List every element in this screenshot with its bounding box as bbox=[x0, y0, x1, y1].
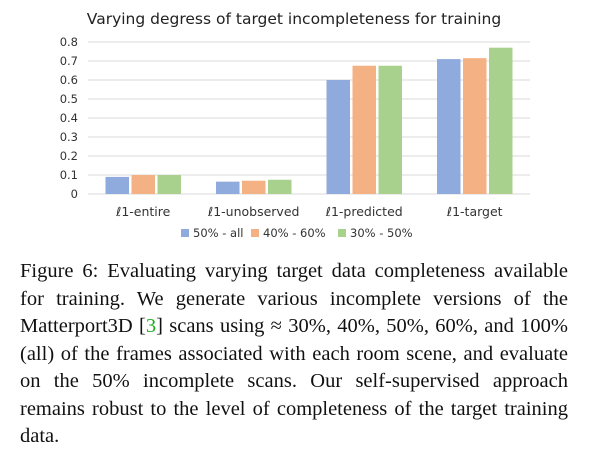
x-tick-label: ℓ1-unobserved bbox=[207, 204, 299, 219]
bar bbox=[157, 175, 181, 194]
y-tick-label: 0.1 bbox=[60, 168, 78, 182]
legend-label: 30% - 50% bbox=[350, 226, 413, 240]
bar bbox=[216, 181, 240, 194]
chart-title: Varying degress of target incompleteness… bbox=[87, 10, 501, 28]
legend-label: 50% - all bbox=[193, 226, 243, 240]
caption-text-after: ] scans using ≈ 30%, 40%, 50%, 60%, and … bbox=[20, 315, 569, 447]
y-tick-label: 0.3 bbox=[60, 130, 78, 144]
x-tick-label: ℓ1-entire bbox=[115, 204, 170, 219]
bar bbox=[268, 179, 292, 194]
bar bbox=[326, 80, 350, 194]
bars bbox=[105, 47, 513, 195]
y-tick-label: 0 bbox=[71, 187, 78, 201]
bar bbox=[378, 65, 402, 194]
legend-swatch bbox=[338, 229, 346, 237]
legend-swatch bbox=[181, 229, 189, 237]
y-tick-label: 0.5 bbox=[60, 92, 78, 106]
y-tick-label: 0.7 bbox=[60, 54, 78, 68]
bar bbox=[437, 59, 461, 194]
bar bbox=[352, 65, 376, 194]
y-axis-ticks: 0 0.1 0.2 0.3 0.4 0.5 0.6 0.7 0.8 bbox=[60, 35, 78, 201]
y-tick-label: 0.4 bbox=[60, 111, 78, 125]
bar bbox=[242, 180, 266, 194]
bar bbox=[105, 176, 129, 194]
x-axis-ticks: ℓ1-entire ℓ1-unobserved ℓ1-predicted ℓ1-tar… bbox=[115, 204, 502, 219]
citation-link[interactable]: 3 bbox=[145, 315, 157, 337]
y-tick-label: 0.2 bbox=[60, 149, 78, 163]
caption-label: Figure 6: bbox=[20, 260, 99, 282]
caption-text-before: Evaluating varying target data completen… bbox=[20, 260, 568, 337]
legend-label: 40% - 60% bbox=[263, 226, 326, 240]
bar-chart: Varying degress of target incompleteness… bbox=[60, 10, 530, 240]
y-tick-label: 0.8 bbox=[60, 35, 78, 49]
bar bbox=[489, 47, 513, 195]
bar bbox=[463, 58, 487, 195]
figure-caption: Figure 6: Evaluating varying target data… bbox=[20, 258, 568, 451]
x-tick-label: ℓ1-target bbox=[446, 204, 503, 219]
x-tick-label: ℓ1-predicted bbox=[325, 204, 403, 219]
legend-swatch bbox=[251, 229, 259, 237]
legend: 50% - all 40% - 60% 30% - 50% bbox=[181, 226, 413, 240]
bar bbox=[131, 175, 155, 194]
y-tick-label: 0.6 bbox=[60, 73, 78, 87]
